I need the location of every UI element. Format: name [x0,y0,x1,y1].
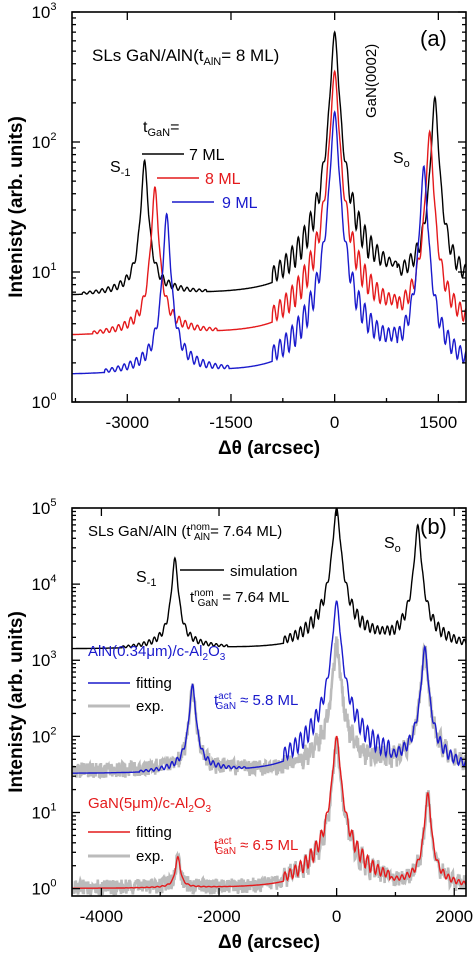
series-line-fitting-gan [72,735,466,889]
y-tick-label: 100 [31,878,56,899]
legend-label-9ml: 9 ML [222,195,258,212]
series-line-7-ml [72,30,466,296]
y-tick-label: 101 [31,801,56,822]
y-axis-title: Intenisty (arb. units) [6,116,27,298]
gan-thickness: tact GaN ≈ 6.5 ML [214,836,298,857]
s-zero-label-b: So [384,535,401,555]
x-tick-label: -2000 [197,907,240,926]
panel-a-series [72,30,466,375]
series-line-8-ml [72,69,466,336]
legend-label-simulation: simulation [230,563,298,580]
legend-label-aln-exp: exp. [136,698,164,715]
series-line-9-ml [72,110,466,375]
plot-frame-b [71,507,467,897]
panel-a-label: (a) [420,26,447,51]
plot-frame-a [71,11,467,403]
x-tick-label: -1500 [209,413,252,432]
panel-a-title: SLs GaN/AlN(tAlN= 8 ML) [92,46,279,68]
y-axis-title: Intenisty (arb. units) [6,611,27,793]
x-tick-label: -4000 [80,907,123,926]
x-axis-title: Δθ (arcsec) [218,932,320,953]
aln-thickness: tact GaN ≈ 5.8 ML [214,691,298,712]
panel-b-title: SLs GaN/AlN (tnom AlN= 7.64 ML) [88,522,282,543]
panel-b-series [72,508,466,896]
y-tick-label: 104 [31,573,56,594]
legend-title: tGaN= [143,119,179,139]
legend-label-8ml: 8 ML [205,171,241,188]
s-zero-label-a: So [393,150,410,170]
x-tick-label: 2000 [435,907,473,926]
legend-label-gan-fitting: fitting [136,824,172,841]
aln-substrate-label: AlN(0.34μm)/c-Al2O3 [88,643,226,663]
x-tick-label: 1500 [419,413,457,432]
series-line-exp--aln [72,636,466,780]
y-tick-label: 103 [31,1,56,22]
legend-label-7ml: 7 ML [189,147,225,164]
gan-peak-label: GaN(0002) [363,44,380,118]
y-tick-label: 102 [31,725,56,746]
series-line-fitting-aln [72,600,466,774]
series-line-simulation [72,508,466,650]
x-tick-label: 0 [332,907,341,926]
y-tick-label: 105 [31,497,56,518]
x-tick-label: -3000 [106,413,149,432]
x-axis-title: Δθ (arcsec) [218,438,320,459]
panel-b-label: (b) [420,514,447,539]
s-minus-label-b: S-1 [136,569,156,589]
y-tick-label: 103 [31,649,56,670]
legend-label-gan-exp: exp. [136,848,164,865]
x-tick-label: 0 [330,413,339,432]
y-tick-label: 101 [31,261,56,282]
axes: -3000 -1500 0 1500 100 101 102 103 Δθ (arcsec) In… [6,1,473,953]
y-tick-label: 100 [31,391,56,412]
gan-substrate-label: GaN(5μm)/c-Al2O3 [88,795,212,815]
y-tick-label: 102 [31,131,56,152]
s-minus-label-a: S-1 [110,159,130,179]
legend-label-aln-fitting: fitting [136,675,172,692]
sim-thickness: tnom GaN = 7.64 ML [190,588,289,609]
